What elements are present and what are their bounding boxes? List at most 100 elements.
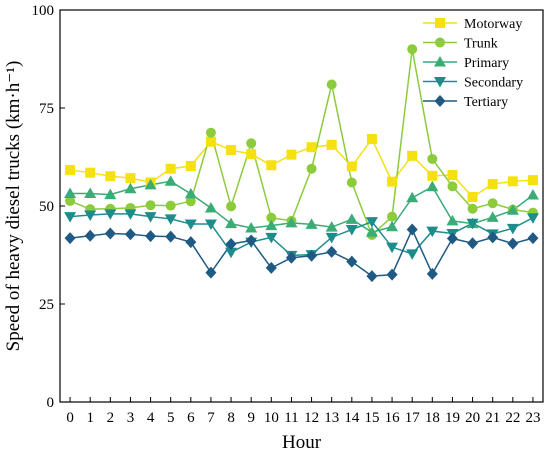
data-point-trunk — [467, 203, 478, 214]
data-point-tertiary — [225, 238, 237, 251]
data-point-trunk — [487, 198, 498, 209]
data-point-motorway — [85, 167, 96, 178]
data-point-tertiary — [386, 268, 398, 281]
y-tick-label: 50 — [39, 199, 54, 215]
data-point-tertiary — [406, 223, 418, 236]
data-point-motorway — [387, 176, 398, 187]
data-point-trunk — [266, 212, 277, 223]
data-point-secondary — [64, 212, 77, 223]
data-point-tertiary — [165, 230, 177, 243]
data-point-secondary — [164, 214, 177, 225]
data-point-secondary — [265, 232, 278, 244]
legend-marker-trunk — [435, 37, 445, 48]
data-point-motorway — [507, 176, 518, 187]
x-tick-label: 7 — [207, 410, 215, 426]
legend-label-trunk: Trunk — [464, 37, 498, 52]
y-tick-label: 25 — [39, 297, 54, 313]
data-point-trunk — [145, 200, 156, 211]
data-point-secondary — [144, 212, 157, 223]
data-point-tertiary — [104, 227, 116, 240]
data-point-primary — [305, 218, 318, 229]
data-point-motorway — [226, 144, 237, 155]
legend-marker-secondary — [434, 77, 446, 88]
x-tick-label: 11 — [284, 410, 298, 426]
x-tick-label: 3 — [127, 410, 135, 426]
data-point-secondary — [204, 219, 217, 231]
data-point-tertiary — [245, 234, 257, 247]
data-point-trunk — [226, 201, 237, 212]
data-point-trunk — [246, 138, 257, 149]
data-point-trunk — [346, 177, 357, 188]
legend: Motorway Trunk Primary Secondary Tertiary — [423, 17, 523, 110]
data-point-primary — [245, 221, 258, 233]
data-point-primary — [265, 219, 278, 231]
data-point-motorway — [447, 170, 458, 181]
data-point-trunk — [185, 196, 196, 207]
data-point-tertiary — [326, 245, 338, 258]
data-point-primary — [506, 204, 519, 215]
data-point-primary — [386, 220, 399, 232]
data-point-primary — [124, 182, 137, 194]
x-tick-label: 17 — [405, 410, 421, 426]
x-axis-title: Hour — [282, 432, 322, 453]
x-tick-label: 14 — [344, 410, 360, 426]
data-point-tertiary — [467, 237, 479, 250]
x-tick-label: 15 — [364, 410, 379, 426]
data-point-motorway — [427, 170, 438, 181]
data-point-trunk — [447, 181, 458, 192]
data-point-secondary — [345, 225, 358, 236]
data-point-secondary — [406, 249, 419, 260]
y-tick-label: 100 — [32, 3, 55, 19]
legend-label-tertiary: Tertiary — [464, 95, 508, 110]
data-point-primary — [446, 214, 459, 226]
data-point-primary — [84, 187, 97, 198]
x-tick-label: 21 — [485, 410, 500, 426]
data-point-tertiary — [185, 236, 197, 249]
data-point-motorway — [65, 164, 76, 175]
data-point-tertiary — [145, 230, 157, 243]
data-point-primary — [406, 191, 419, 203]
data-point-secondary — [325, 232, 338, 244]
x-tick-label: 18 — [425, 410, 440, 426]
data-point-primary — [184, 187, 197, 199]
data-point-tertiary — [84, 229, 96, 242]
data-point-trunk — [407, 44, 418, 55]
data-point-motorway — [185, 161, 196, 172]
data-point-trunk — [165, 200, 176, 211]
data-point-primary — [285, 216, 298, 228]
data-point-trunk — [306, 163, 317, 174]
y-tick-label: 0 — [47, 395, 55, 411]
data-point-primary — [225, 217, 238, 229]
axis-ticks-layer: 0 1 2 3 4 5 6 7 8 9 10 11 12 13 14 15 16 17 18 19 20 21 22 2302… — [32, 3, 541, 426]
series-line-motorway — [69, 137, 533, 198]
data-point-motorway — [205, 136, 216, 147]
x-tick-label: 19 — [445, 410, 460, 426]
data-point-motorway — [366, 133, 377, 144]
x-tick-label: 16 — [385, 410, 401, 426]
series-line-tertiary — [69, 227, 534, 277]
data-point-primary — [164, 175, 177, 186]
data-point-secondary — [506, 223, 519, 235]
x-tick-label: 10 — [264, 410, 279, 426]
x-tick-label: 8 — [227, 410, 235, 426]
legend-marker-tertiary — [434, 95, 446, 107]
legend-label-motorway: Motorway — [464, 17, 522, 32]
data-point-primary — [486, 211, 499, 222]
data-point-secondary — [225, 247, 238, 259]
x-tick-label: 9 — [247, 410, 255, 426]
data-point-motorway — [527, 175, 538, 186]
data-point-trunk — [65, 195, 76, 206]
x-tick-label: 4 — [147, 410, 155, 426]
x-tick-label: 13 — [324, 410, 339, 426]
data-point-tertiary — [124, 228, 136, 241]
data-point-primary — [204, 201, 217, 213]
data-point-trunk — [427, 153, 438, 164]
data-point-secondary — [104, 209, 117, 220]
x-tick-label: 22 — [505, 410, 520, 426]
data-point-primary — [144, 178, 157, 190]
data-point-secondary — [124, 209, 137, 220]
data-point-tertiary — [346, 255, 358, 268]
data-point-secondary — [526, 213, 539, 224]
